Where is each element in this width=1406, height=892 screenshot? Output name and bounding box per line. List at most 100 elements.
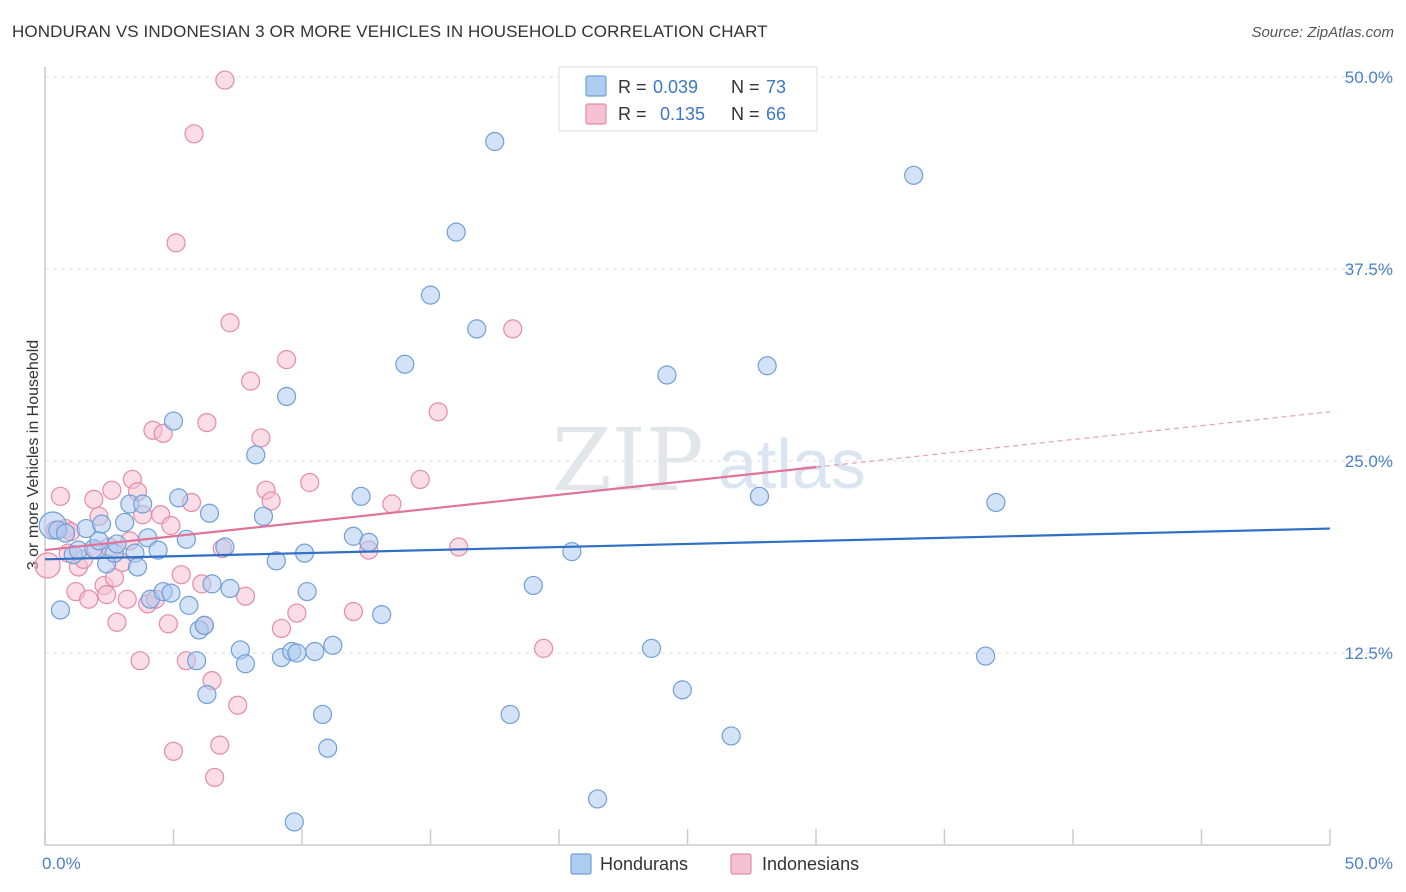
watermark-zip: ZIP [552, 411, 704, 511]
honduran-point-60 [562, 542, 582, 562]
indonesian-point-53 [343, 601, 363, 622]
honduran-point-71 [284, 812, 304, 832]
indonesian-point-18 [117, 589, 137, 609]
honduran-trend-line [44, 527, 1331, 561]
honduran-point-58 [500, 704, 520, 725]
honduran-point-48 [323, 635, 343, 655]
honduran-point-72 [197, 684, 217, 705]
honduran-point-63 [657, 365, 677, 385]
y-tick-label-3: 50.0% [1345, 68, 1393, 87]
x-axis-ticks [44, 829, 1331, 845]
indonesian-trend-line-extrapolated [815, 411, 1331, 468]
legend-r-value-indonesians: 0.135 [660, 104, 705, 124]
honduran-point-13 [115, 512, 135, 533]
indonesian-point-46 [251, 428, 271, 448]
indonesian-point-43 [228, 695, 248, 715]
honduran-point-46 [312, 704, 333, 725]
y-tick-label-0: 12.5% [1345, 644, 1393, 663]
indonesian-point-61 [210, 735, 230, 755]
indonesian-point-42 [220, 313, 240, 333]
indonesian-point-37 [197, 413, 217, 433]
indonesian-point-63 [97, 585, 117, 605]
bottom-legend-swatch-indonesians [730, 853, 752, 875]
honduran-point-26 [179, 595, 199, 615]
y-tick-label-2: 37.5% [1345, 260, 1393, 279]
indonesian-point-27 [153, 423, 173, 443]
honduran-point-61 [587, 789, 608, 809]
honduran-point-50 [351, 486, 371, 506]
honduran-point-40 [276, 386, 297, 407]
honduran-point-25 [176, 529, 196, 549]
bottom-legend-label-hondurans: Hondurans [600, 854, 688, 874]
indonesian-point-59 [503, 319, 523, 339]
indonesian-point-60 [533, 638, 554, 658]
bottom-legend-label-indonesians: Indonesians [762, 854, 859, 874]
source-label: Source: ZipAtlas.com [1251, 24, 1394, 41]
honduran-point-17 [133, 494, 153, 514]
honduran-point-23 [163, 411, 184, 431]
indonesian-point-41 [215, 70, 235, 90]
indonesian-point-51 [287, 603, 307, 623]
indonesian-point-21 [130, 651, 150, 671]
honduran-point-52 [372, 604, 392, 625]
honduran-point-31 [202, 574, 222, 594]
indonesian-point-65 [161, 515, 181, 536]
honduran-point-54 [420, 285, 441, 305]
honduran-point-8 [89, 531, 109, 551]
x-tick-label-right: 50.0% [1345, 854, 1393, 873]
indonesian-point-2 [50, 486, 71, 506]
indonesian-point-31 [171, 565, 191, 585]
y-tick-label-1: 25.0% [1345, 452, 1393, 471]
honduran-point-32 [215, 537, 235, 557]
y-tick-labels: 12.5% 25.0% 37.5% 50.0% [1345, 68, 1393, 663]
indonesian-point-44 [235, 586, 256, 606]
indonesian-trend-line [44, 466, 817, 552]
stats-legend: R = 0.039 N = 73 R = 0.135 N = 66 [558, 66, 818, 132]
indonesian-point-29 [163, 741, 184, 761]
honduran-point-33 [220, 578, 240, 599]
bottom-legend-swatch-hondurans [570, 853, 592, 875]
honduran-point-55 [446, 222, 466, 242]
honduran-point-59 [523, 575, 543, 596]
honduran-point-42 [287, 643, 307, 663]
legend-r-value-hondurans: 0.039 [653, 77, 698, 97]
honduran-point-69 [986, 492, 1006, 513]
honduran-point-66 [749, 486, 770, 506]
honduran-point-51 [359, 532, 379, 553]
honduran-point-64 [672, 680, 692, 700]
honduran-point-67 [757, 356, 777, 376]
indonesian-point-0 [34, 552, 61, 579]
indonesian-point-14 [102, 480, 122, 500]
series-hondurans-points [38, 131, 1006, 832]
honduran-point-27 [187, 651, 207, 671]
honduran-point-22 [161, 583, 181, 603]
honduran-point-29 [194, 615, 214, 635]
legend-n-label-indonesians: N = [731, 104, 760, 124]
indonesian-point-56 [410, 469, 430, 490]
honduran-point-9 [91, 514, 112, 534]
legend-r-label-hondurans: R = [618, 77, 647, 97]
legend-n-value-indonesians: 66 [766, 104, 786, 124]
honduran-point-36 [246, 445, 266, 465]
x-tick-label-left: 0.0% [42, 854, 81, 873]
honduran-point-24 [169, 488, 189, 508]
honduran-point-20 [148, 540, 168, 560]
indonesian-point-28 [158, 614, 178, 634]
legend-swatch-hondurans [585, 75, 607, 97]
indonesian-point-48 [261, 491, 281, 511]
indonesian-point-50 [276, 350, 297, 370]
honduran-point-68 [904, 165, 924, 185]
trend-lines [44, 411, 1331, 561]
indonesian-point-57 [428, 402, 448, 422]
honduran-point-37 [253, 506, 274, 526]
series-legend: Hondurans Indonesians [570, 853, 859, 875]
indonesian-point-16 [107, 612, 127, 632]
series-indonesians-points [34, 70, 554, 788]
legend-swatch-indonesians [585, 103, 607, 125]
honduran-point-30 [199, 503, 220, 523]
legend-r-label-indonesians: R = [618, 104, 647, 124]
honduran-point-65 [721, 726, 741, 746]
indonesian-point-9 [84, 489, 104, 509]
honduran-point-16 [127, 557, 148, 577]
indonesian-point-45 [241, 371, 261, 391]
